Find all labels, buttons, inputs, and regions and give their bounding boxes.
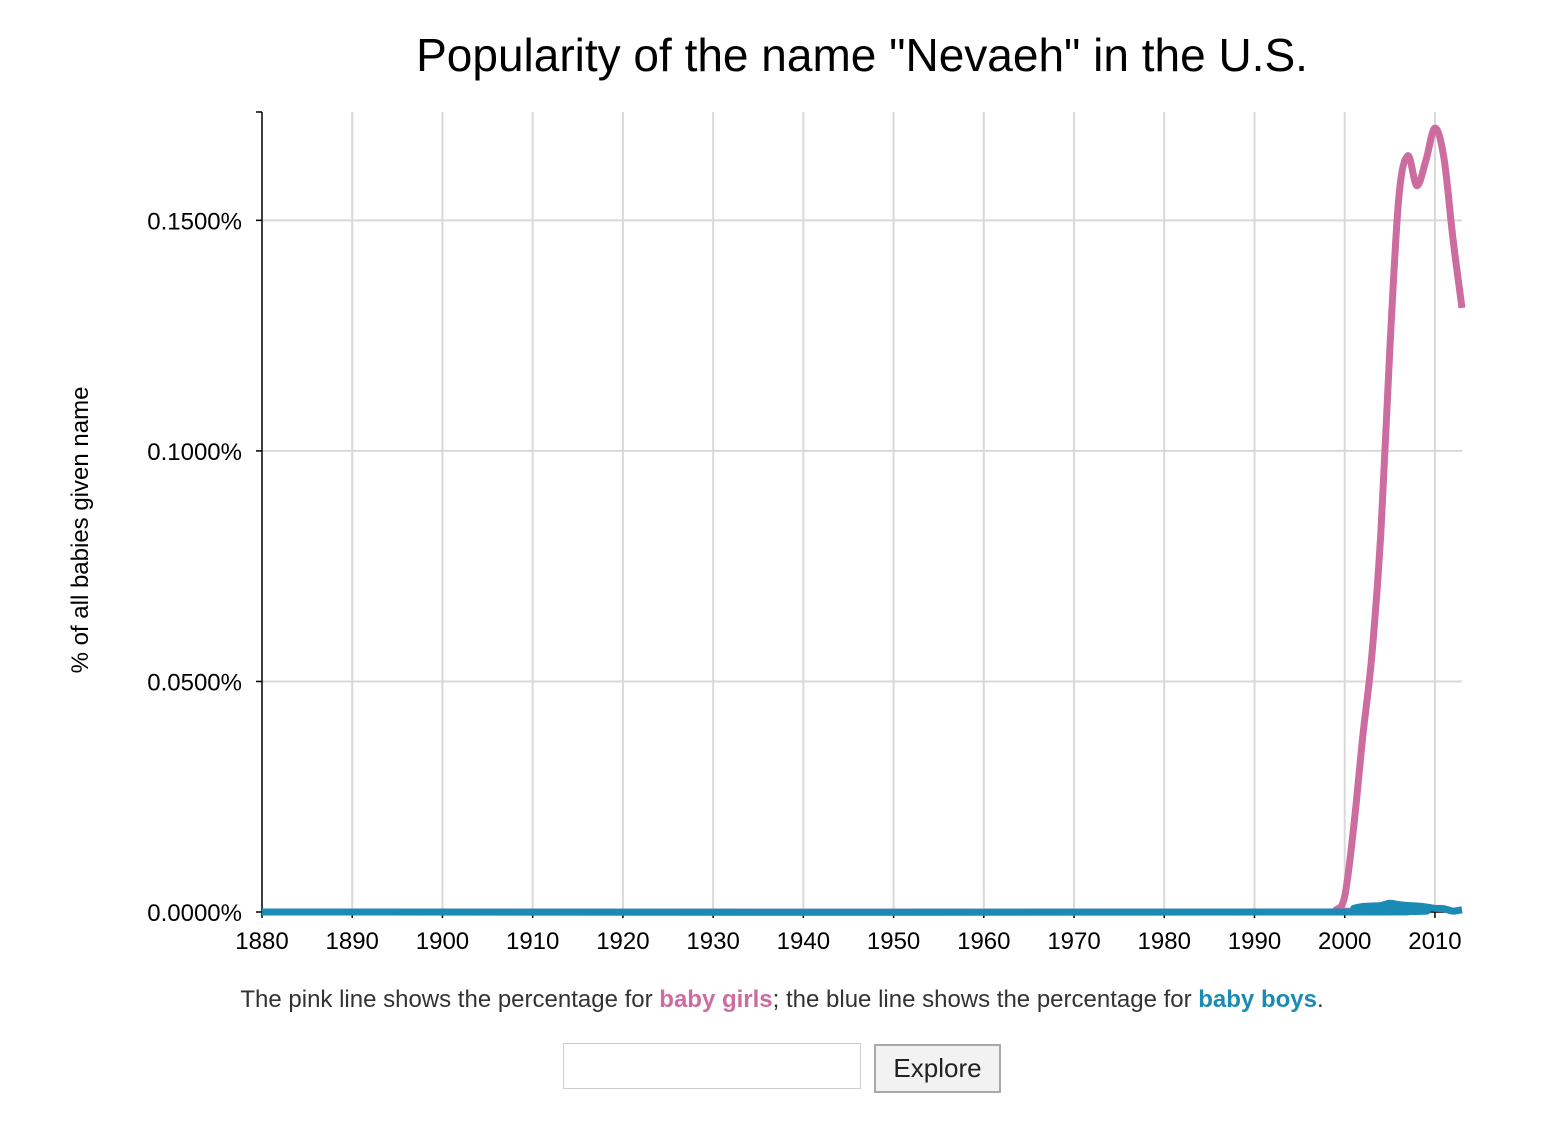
x-tick-label: 1930 [686, 928, 739, 955]
x-tick-label: 1890 [326, 928, 379, 955]
boys-legend-label: baby boys [1198, 986, 1317, 1013]
girls-legend-label: baby girls [659, 986, 773, 1013]
series-line-boys [261, 899, 1463, 916]
y-tick-label: 0.0500% [147, 669, 242, 696]
y-axis-ticks: 0.0000% 0.0500% 0.1000% 0.1500% [147, 208, 262, 927]
chart-caption: The pink line shows the percentage for b… [0, 986, 1550, 1014]
name-search-input[interactable] [563, 1043, 861, 1089]
x-tick-label: 1960 [957, 928, 1010, 955]
grid-lines [262, 112, 1462, 912]
x-tick-label: 1990 [1228, 928, 1281, 955]
x-tick-label: 2010 [1408, 928, 1461, 955]
x-tick-label: 1970 [1047, 928, 1100, 955]
explore-button[interactable]: Explore [874, 1044, 1001, 1093]
x-tick-label: 1920 [596, 928, 649, 955]
caption-suffix: . [1316, 986, 1324, 1013]
series-lines [261, 124, 1466, 916]
x-tick-label: 1900 [416, 928, 469, 955]
y-axis-label: % of all babies given name [67, 387, 94, 674]
caption-prefix: The pink line shows the percentage for [240, 986, 660, 1013]
x-tick-label: 1940 [777, 928, 830, 955]
x-tick-label: 1880 [235, 928, 288, 955]
axes [256, 111, 1462, 913]
caption-middle: ; the blue line shows the percentage for [772, 986, 1199, 1013]
line-chart: 1880 1890 1900 1910 1920 1930 1940 1950 1960 1970… [67, 111, 1466, 955]
x-tick-label: 1950 [867, 928, 920, 955]
chart-title: Popularity of the name "Nevaeh" in the U… [416, 29, 1308, 81]
y-tick-label: 0.1500% [147, 208, 242, 235]
x-tick-label: 1910 [506, 928, 559, 955]
x-tick-label: 2000 [1318, 928, 1371, 955]
x-tick-label: 1980 [1138, 928, 1191, 955]
y-tick-label: 0.0000% [147, 900, 242, 927]
x-axis-ticks: 1880 1890 1900 1910 1920 1930 1940 1950 1960 1970… [235, 912, 1462, 955]
y-tick-label: 0.1000% [147, 439, 242, 466]
